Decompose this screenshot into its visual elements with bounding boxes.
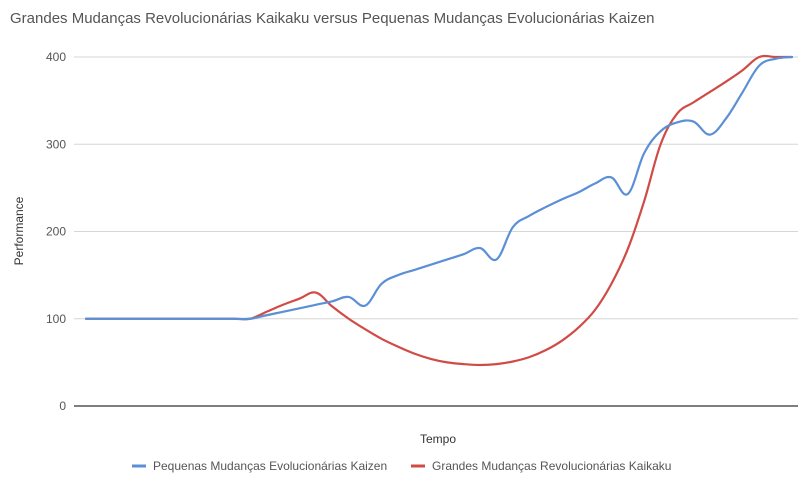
- y-tick-label-200: 200: [46, 225, 66, 239]
- y-tick-label-300: 300: [46, 137, 66, 151]
- y-tick-label-0: 0: [59, 399, 66, 413]
- series-line-0: [84, 55, 794, 321]
- x-axis-label: Tempo: [420, 432, 456, 446]
- legend-label-1: Grandes Mudanças Revolucionárias Kaikaku: [432, 459, 671, 473]
- chart-title: Grandes Mudanças Revolucionárias Kaikaku…: [10, 10, 655, 27]
- y-tick-label-100: 100: [46, 312, 66, 326]
- y-axis-label: Performance: [12, 196, 26, 265]
- y-tick-label-400: 400: [46, 50, 66, 64]
- legend-label-0: Pequenas Mudanças Evolucionárias Kaizen: [153, 459, 387, 473]
